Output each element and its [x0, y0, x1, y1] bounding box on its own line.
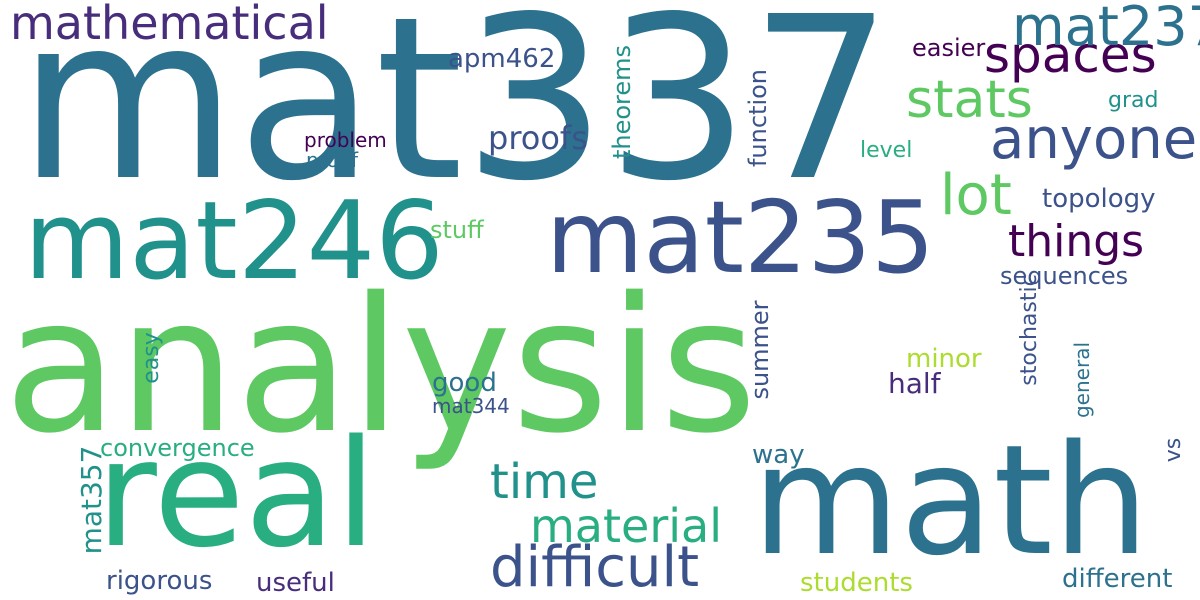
word-mat246: mat246: [24, 179, 444, 304]
word-difficult: difficult: [490, 535, 700, 600]
word-anyone: anyone: [990, 107, 1198, 172]
word-mat357: mat357: [75, 445, 108, 555]
word-sequences: function: [744, 68, 772, 168]
word-convergence: convergence: [100, 434, 255, 462]
word-good: minor: [906, 344, 982, 374]
word-vs: vs: [1161, 437, 1186, 463]
word-minor: useful: [256, 568, 335, 598]
word-apm462: apm462: [448, 44, 556, 74]
word-general: sequences: [1000, 262, 1129, 290]
word-level: grad: [1108, 88, 1159, 113]
word-things: things: [1008, 216, 1145, 267]
word-proofs: proofs: [488, 119, 588, 157]
word-problem: level: [860, 138, 913, 163]
word-rigorous: easy: [139, 332, 164, 384]
word-useful: rigorous: [106, 566, 213, 596]
word-way: half: [888, 367, 941, 400]
word-stats: stats: [906, 70, 1033, 130]
word-math: math: [752, 412, 1150, 589]
word-half: good: [432, 368, 497, 398]
word-theorems: theorems: [608, 44, 636, 160]
word-material: material: [530, 499, 722, 553]
word-mat235: mat235: [546, 179, 935, 296]
word-different: way: [752, 440, 805, 470]
word-mathematical: mathematical: [10, 0, 329, 50]
word-lot: lot: [940, 163, 1012, 228]
word-easy: proof: [306, 148, 358, 172]
word-function: summer: [746, 300, 774, 400]
word-summer: stochastic: [1017, 274, 1042, 386]
word-easier: stuff: [430, 216, 484, 244]
word-mat337: mat337: [18, 0, 893, 231]
word-proof: problem: [304, 128, 387, 152]
word-real: real: [96, 408, 377, 580]
word-spaces: spaces: [984, 26, 1157, 84]
word-mat344: mat344: [432, 394, 510, 418]
word-mat237: mat237: [1012, 0, 1200, 58]
word-students: students: [800, 568, 913, 598]
word-time: time: [490, 454, 599, 510]
word-topology: topology: [1042, 184, 1156, 214]
word-analysis: analysis: [4, 257, 758, 474]
word-stochastic: general: [1070, 341, 1094, 419]
word-stuff: different: [1062, 564, 1173, 594]
word-grad: easier: [912, 34, 986, 62]
